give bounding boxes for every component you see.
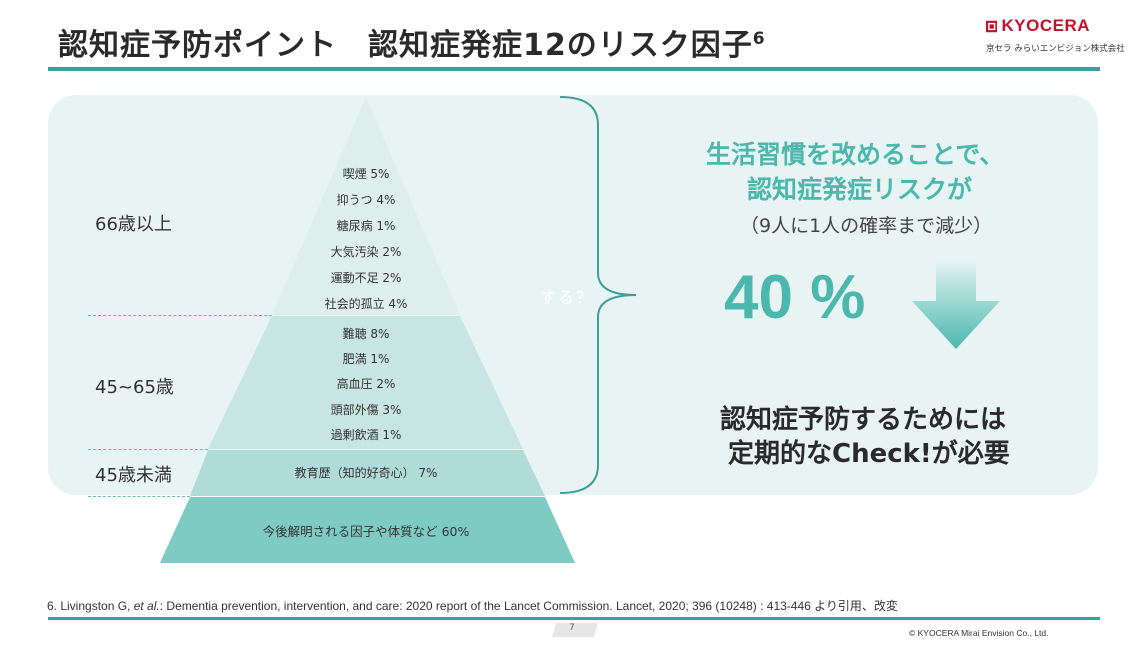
factor-hypertension: 高血圧 2%: [336, 377, 396, 391]
page-title: 認知症予防ポイント 認知症発症12のリスク因子6: [58, 28, 766, 63]
logo-subtitle: 京セラ みらいエンビジョン株式会社: [986, 44, 1125, 54]
pyramid-tier-top: [272, 97, 460, 315]
down-arrow-icon: [912, 257, 1000, 349]
faint-overlay-text: する？: [540, 288, 595, 307]
copyright: © KYOCERA Mirai Envision Co., Ltd.: [909, 628, 1049, 638]
factor-hearing-loss: 難聴 8%: [342, 327, 390, 341]
page-number: 7: [569, 623, 575, 633]
divider-line: [88, 496, 190, 497]
factor-diabetes: 糖尿病 1%: [336, 219, 396, 233]
factor-smoking: 喫煙 5%: [342, 167, 390, 181]
pyramid-tier-low: [190, 450, 545, 496]
curly-brace: [559, 96, 637, 494]
footer-line: [48, 617, 1100, 620]
check-message-line-1: 認知症予防するためには: [720, 405, 1007, 435]
message-line-3: （9人に1人の確率まで減少）: [740, 215, 993, 237]
logo-wordmark: KYOCERA: [1001, 16, 1090, 35]
message-line-2: 認知症発症リスクが: [747, 175, 973, 204]
age-label-under-45: 45歳未満: [95, 465, 172, 486]
factor-obesity: 肥満 1%: [342, 352, 390, 366]
pyramid-tier-base: [160, 497, 575, 563]
factor-head-injury: 頭部外傷 3%: [330, 403, 402, 417]
factor-unknown: 今後解明される因子や体質など 60%: [262, 524, 470, 539]
divider-line: [88, 449, 208, 450]
divider-line: [88, 315, 272, 316]
check-message-line-2: 定期的なCheck!が必要: [728, 439, 1010, 469]
title-underline: [48, 67, 1100, 71]
factor-inactivity: 運動不足 2%: [330, 271, 402, 285]
risk-reduction-percent: 40 %: [724, 263, 866, 332]
factor-social-isolation: 社会的孤立 4%: [324, 297, 408, 311]
reference-citation: 6. Livingston G, et al.: Dementia preven…: [47, 599, 898, 613]
pyramid-tier-mid: [208, 316, 523, 449]
age-label-66-plus: 66歳以上: [95, 214, 172, 235]
factor-alcohol: 過剰飲酒 1%: [330, 428, 402, 442]
page-number-tab: [552, 623, 598, 637]
factor-education: 教育歴（知的好奇心） 7%: [294, 466, 438, 480]
kyocera-mark-icon: [986, 20, 998, 32]
kyocera-logo: KYOCERA 京セラ みらいエンビジョン株式会社: [986, 16, 1125, 54]
message-line-1: 生活習慣を改めることで、: [706, 140, 1005, 169]
factor-depression: 抑うつ 4%: [336, 193, 396, 207]
title-footnote-marker: 6: [752, 29, 766, 49]
age-label-45-65: 45~65歳: [95, 377, 174, 398]
factor-air-pollution: 大気汚染 2%: [330, 245, 402, 259]
